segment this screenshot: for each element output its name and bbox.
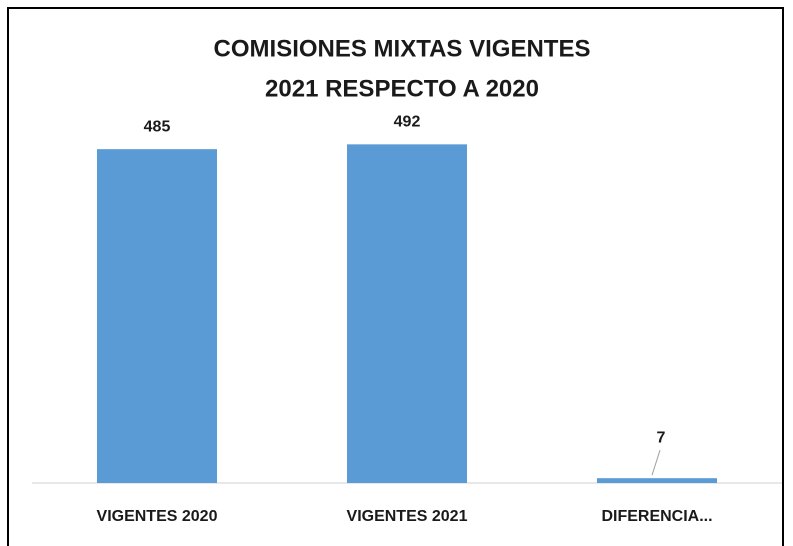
x-tick-label: DIFERENCIA... xyxy=(601,508,712,525)
bar xyxy=(97,149,217,484)
value-label: 7 xyxy=(657,429,666,446)
x-tick-label: VIGENTES 2020 xyxy=(97,508,218,525)
bar xyxy=(347,144,467,483)
x-tick-label: VIGENTES 2021 xyxy=(347,508,468,525)
chart-title: COMISIONES MIXTAS VIGENTES xyxy=(214,35,591,62)
bar xyxy=(597,478,717,483)
frame xyxy=(7,7,784,546)
leader-line xyxy=(651,450,661,476)
value-label: 485 xyxy=(144,118,171,135)
value-label: 492 xyxy=(394,114,421,131)
chart-title: 2021 RESPECTO A 2020 xyxy=(265,75,539,102)
